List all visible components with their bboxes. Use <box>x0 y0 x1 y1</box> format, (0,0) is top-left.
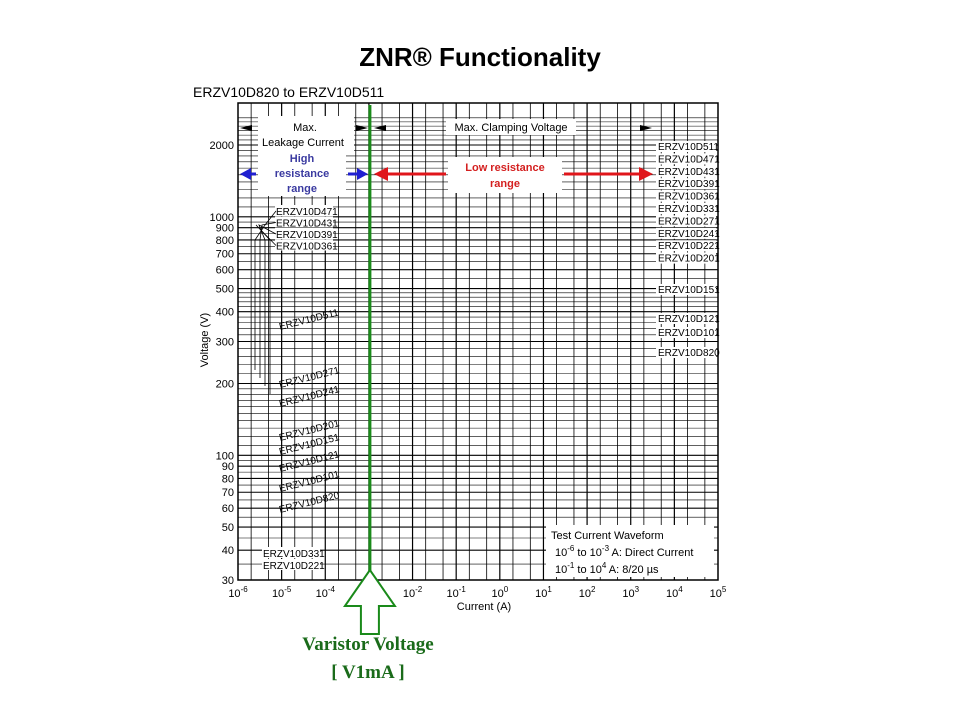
y-tick-label: 70 <box>222 487 234 499</box>
x-tick-label: 10-6 <box>228 585 248 600</box>
right-series-label: ERZV10D241 <box>658 229 720 240</box>
left-series-label: ERZV10D331 <box>263 549 325 560</box>
x-axis-label: Current (A) <box>457 601 511 613</box>
arrow-left-icon <box>374 167 388 181</box>
left-series-label: ERZV10D391 <box>276 230 338 241</box>
right-series-label: ERZV10D271 <box>658 216 720 227</box>
y-tick-label: 90 <box>222 461 234 473</box>
y-tick-label: 40 <box>222 545 234 557</box>
test-waveform-line: 10-1 to 104 A: 8/20 µs <box>555 561 659 576</box>
arrow-right-icon <box>357 168 368 180</box>
x-tick-label: 105 <box>710 585 727 600</box>
left-series-label: ERZV10D361 <box>276 242 338 253</box>
y-tick-label: 80 <box>222 473 234 485</box>
right-series-label: ERZV10D221 <box>658 241 720 252</box>
y-tick-label: 30 <box>222 575 234 587</box>
x-tick-label: 10-4 <box>316 585 336 600</box>
up-arrow-icon <box>342 568 397 635</box>
y-tick-label: 900 <box>216 223 234 235</box>
right-series-label: ERZV10D201 <box>658 254 720 265</box>
y-tick-label: 300 <box>216 337 234 349</box>
right-series-label: ERZV10D820 <box>658 348 720 359</box>
y-tick-label: 600 <box>216 265 234 277</box>
max-leakage-label: Leakage Current <box>262 137 344 149</box>
max-clamping-label: Max. Clamping Voltage <box>454 122 567 134</box>
x-tick-label: 103 <box>622 585 639 600</box>
right-series-label: ERZV10D151 <box>658 285 720 296</box>
y-tick-label: 1000 <box>210 212 234 224</box>
right-series-label: ERZV10D361 <box>658 192 720 203</box>
x-tick-label: 102 <box>579 585 596 600</box>
max-leakage-label: Max. <box>293 122 317 134</box>
y-tick-label: 50 <box>222 522 234 534</box>
y-tick-label: 200 <box>216 378 234 390</box>
y-tick-label: 60 <box>222 503 234 515</box>
right-series-label: ERZV10D391 <box>658 179 720 190</box>
arrow-left-icon <box>240 168 251 180</box>
right-series-label: ERZV10D331 <box>658 204 720 215</box>
x-tick-label: 10-1 <box>446 585 466 600</box>
high-resistance-label: resistance <box>275 168 329 180</box>
left-series-label: ERZV10D431 <box>276 219 338 230</box>
test-waveform-line: 10-6 to 10-3 A: Direct Current <box>555 544 693 559</box>
left-series-label: ERZV10D471 <box>276 207 338 218</box>
test-waveform-title: Test Current Waveform <box>551 530 664 542</box>
x-tick-label: 10-5 <box>272 585 292 600</box>
arrow-right-icon <box>639 167 653 181</box>
chart-subtitle: ERZV10D820 to ERZV10D511 <box>193 84 385 100</box>
low-resistance-label: Low resistance <box>465 162 544 174</box>
x-tick-label: 10-2 <box>403 585 423 600</box>
caption-v1ma: [ V1mA ] <box>331 662 405 683</box>
y-tick-label: 800 <box>216 235 234 247</box>
low-resistance-label: range <box>490 178 520 190</box>
x-tick-label: 104 <box>666 585 683 600</box>
high-resistance-label: range <box>287 183 317 195</box>
y-tick-label: 400 <box>216 307 234 319</box>
right-series-label: ERZV10D431 <box>658 167 720 178</box>
page-title: ZNR® Functionality <box>359 42 601 72</box>
right-series-label: ERZV10D101 <box>658 328 720 339</box>
x-tick-label: 100 <box>491 585 508 600</box>
y-tick-label: 100 <box>216 450 234 462</box>
high-resistance-label: High <box>290 153 315 165</box>
x-tick-label: 101 <box>535 585 552 600</box>
right-series-label: ERZV10D121 <box>658 314 720 325</box>
y-tick-label: 700 <box>216 249 234 261</box>
y-tick-label: 2000 <box>210 140 234 152</box>
left-series-label: ERZV10D221 <box>263 561 325 572</box>
right-series-label: ERZV10D471 <box>658 154 720 165</box>
y-tick-label: 500 <box>216 284 234 296</box>
right-series-label: ERZV10D511 <box>658 142 719 153</box>
y-axis-label: Voltage (V) <box>199 313 211 367</box>
caption-varistor-voltage: Varistor Voltage <box>302 634 434 655</box>
